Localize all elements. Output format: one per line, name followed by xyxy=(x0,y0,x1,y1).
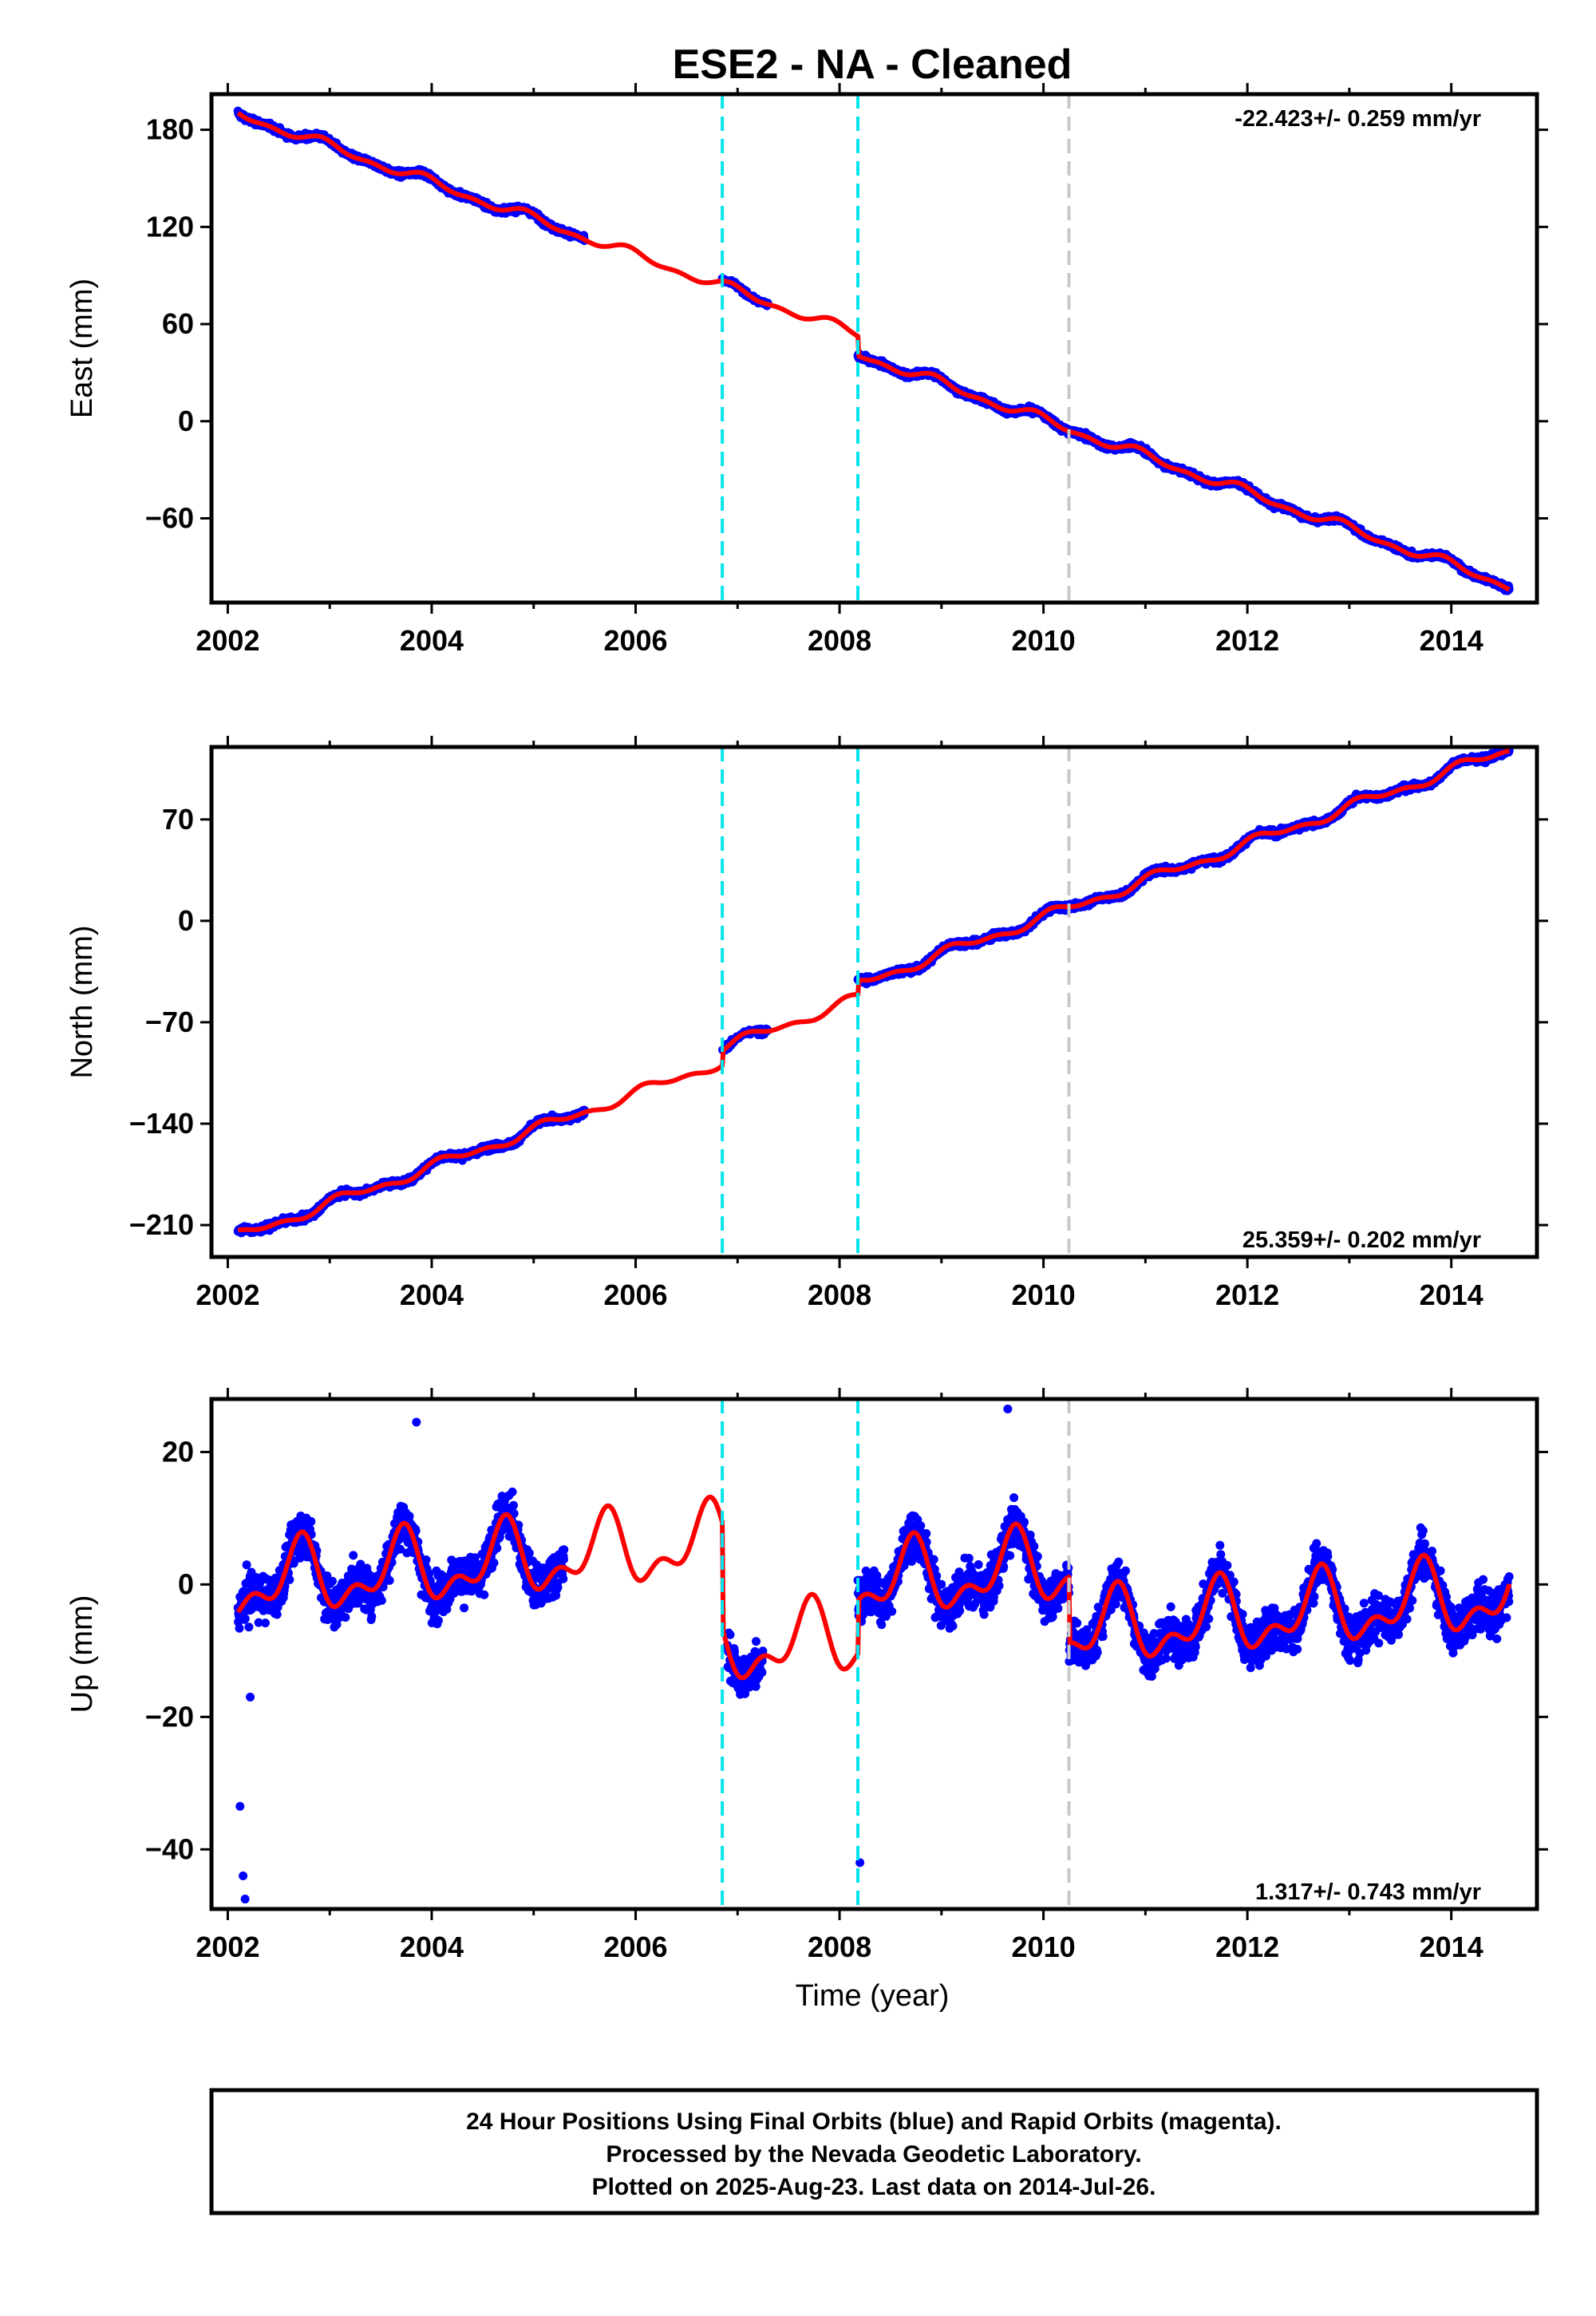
x-tick-label: 2006 xyxy=(603,624,667,657)
plot-area xyxy=(233,106,1514,595)
panels-group: 2002 2004 2006 2008 2010 2012 2014 180 120 60 0 −60… xyxy=(65,83,1548,1963)
plot-area xyxy=(233,747,1514,1238)
y-tick-label: 120 xyxy=(146,210,194,243)
x-tick-label: 2012 xyxy=(1215,624,1279,657)
x-tick-label: 2010 xyxy=(1012,624,1076,657)
model-line-east xyxy=(236,111,1511,592)
y-tick-label: 180 xyxy=(146,113,194,146)
x-tick-label: 2002 xyxy=(196,624,259,657)
y-tick-label: −60 xyxy=(145,502,194,535)
panel-north: 2002 2004 2006 2008 2010 2012 2014700−70−140−2… xyxy=(65,736,1548,1311)
panel-east: 2002 2004 2006 2008 2010 2012 2014 180 120 60 0 −60… xyxy=(65,83,1548,657)
x-axis: 2002 2004 2006 2008 2010 2012 2014 xyxy=(196,83,1483,657)
y-axis: 180 120 60 0 −60 xyxy=(145,113,1548,535)
x-tick-label: 2004 xyxy=(400,624,464,657)
data-points-north xyxy=(233,747,1514,1238)
y-axis-label: East (mm) xyxy=(65,279,99,418)
y-tick-label: 0 xyxy=(178,405,194,437)
x-tick-label: 2014 xyxy=(1420,624,1483,657)
x-tick-label: 2008 xyxy=(808,624,871,657)
rate-label: -22.423+/- 0.259 mm/yr xyxy=(1235,106,1481,132)
plot-frame xyxy=(209,92,1539,605)
y-tick-label: 60 xyxy=(162,307,194,340)
chart-title: ESE2 - NA - Cleaned xyxy=(673,41,1073,88)
